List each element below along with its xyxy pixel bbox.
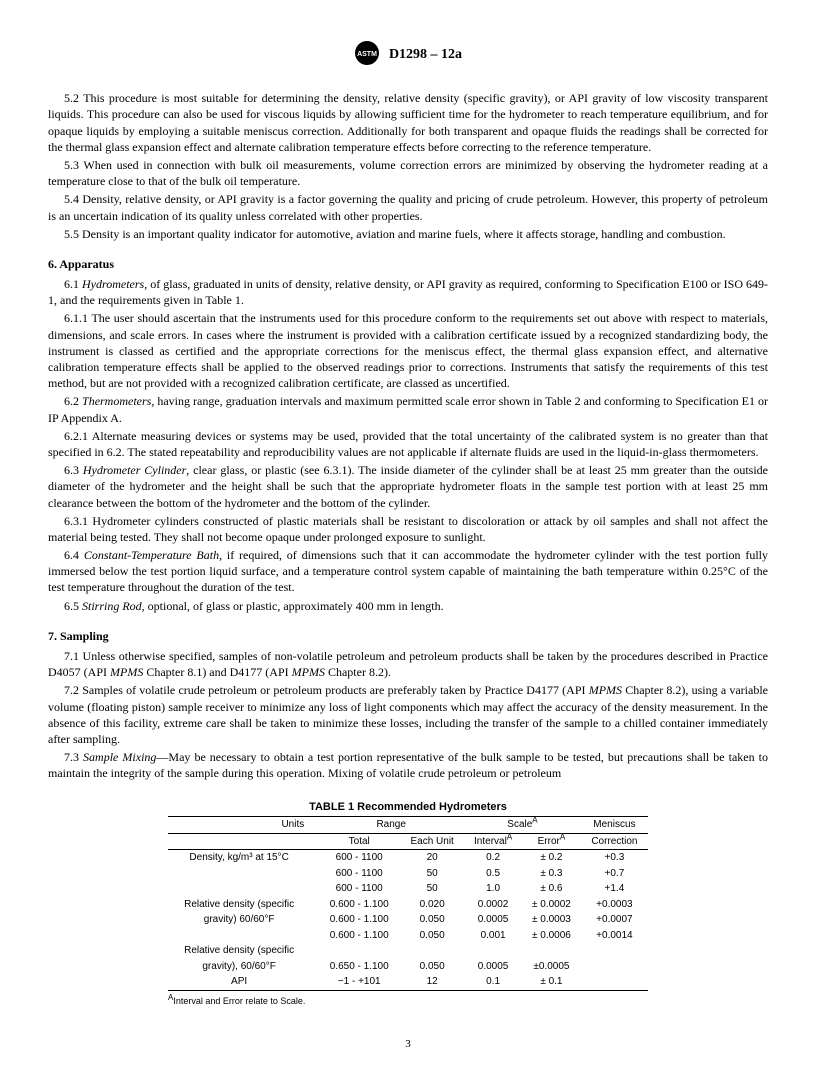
table-cell: 0.050 xyxy=(400,928,464,944)
table-row: Relative density (specific xyxy=(168,943,648,959)
table-cell xyxy=(168,928,318,944)
table-cell: Relative density (specific xyxy=(168,943,318,959)
table-cell xyxy=(464,943,522,959)
table-cell: 600 - 1100 xyxy=(318,850,400,866)
page-number: 3 xyxy=(48,1037,768,1052)
table-cell: 0.600 - 1.100 xyxy=(318,912,400,928)
th-correction: Correction xyxy=(581,833,648,850)
th-interval: IntervalA xyxy=(464,833,522,850)
para-6-2: 6.2 Thermometers, having range, graduati… xyxy=(48,393,768,425)
table-cell: Density, kg/m³ at 15°C xyxy=(168,850,318,866)
table-row: Relative density (specific0.600 - 1.1000… xyxy=(168,897,648,913)
table-row: API−1 - +101120.1± 0.1 xyxy=(168,974,648,990)
table-cell: gravity), 60/60°F xyxy=(168,959,318,975)
table-cell: 0.0005 xyxy=(464,959,522,975)
section-6-head: 6. Apparatus xyxy=(48,256,768,272)
th-total: Total xyxy=(318,833,400,850)
table-cell xyxy=(168,866,318,882)
table-cell: 0.050 xyxy=(400,959,464,975)
table-cell xyxy=(168,881,318,897)
table-row: 0.600 - 1.1000.0500.001± 0.0006+0.0014 xyxy=(168,928,648,944)
table-cell: 0.020 xyxy=(400,897,464,913)
table-cell: 0.050 xyxy=(400,912,464,928)
table-cell: gravity) 60/60°F xyxy=(168,912,318,928)
table-cell: 1.0 xyxy=(464,881,522,897)
table-cell: +0.7 xyxy=(581,866,648,882)
table-cell xyxy=(581,959,648,975)
para-6-3: 6.3 Hydrometer Cylinder, clear glass, or… xyxy=(48,462,768,511)
table-row: 600 - 1100500.5± 0.3+0.7 xyxy=(168,866,648,882)
table-row: gravity), 60/60°F0.650 - 1.1000.0500.000… xyxy=(168,959,648,975)
table-cell: ± 0.1 xyxy=(522,974,581,990)
th-units: Units xyxy=(168,817,318,834)
table-cell: 50 xyxy=(400,881,464,897)
para-5-5: 5.5 Density is an important quality indi… xyxy=(48,226,768,242)
table-cell xyxy=(400,943,464,959)
table-cell xyxy=(522,943,581,959)
table-cell: +0.0003 xyxy=(581,897,648,913)
para-5-3: 5.3 When used in connection with bulk oi… xyxy=(48,157,768,189)
table-cell: ± 0.0002 xyxy=(522,897,581,913)
table-cell: +0.3 xyxy=(581,850,648,866)
table-cell: 12 xyxy=(400,974,464,990)
table-cell: 0.650 - 1.100 xyxy=(318,959,400,975)
para-6-2-1: 6.2.1 Alternate measuring devices or sys… xyxy=(48,428,768,460)
table-cell: 0.600 - 1.100 xyxy=(318,897,400,913)
table-cell xyxy=(581,974,648,990)
table-cell xyxy=(318,943,400,959)
table-cell: 600 - 1100 xyxy=(318,866,400,882)
table-cell: 0.2 xyxy=(464,850,522,866)
para-5-4: 5.4 Density, relative density, or API gr… xyxy=(48,191,768,223)
table-cell: 600 - 1100 xyxy=(318,881,400,897)
th-error: ErrorA xyxy=(522,833,581,850)
table-cell xyxy=(581,943,648,959)
para-7-1: 7.1 Unless otherwise specified, samples … xyxy=(48,648,768,680)
para-7-2: 7.2 Samples of volatile crude petroleum … xyxy=(48,682,768,747)
table-1-footnote: AInterval and Error relate to Scale. xyxy=(168,995,648,1007)
table-cell: −1 - +101 xyxy=(318,974,400,990)
th-scale: ScaleA xyxy=(464,817,581,834)
table-1: TABLE 1 Recommended Hydrometers Units Ra… xyxy=(168,800,648,1007)
table-1-title: TABLE 1 Recommended Hydrometers xyxy=(168,800,648,815)
table-cell: ± 0.0003 xyxy=(522,912,581,928)
table-cell: 50 xyxy=(400,866,464,882)
table-cell: +1.4 xyxy=(581,881,648,897)
table-cell: API xyxy=(168,974,318,990)
para-5-2: 5.2 This procedure is most suitable for … xyxy=(48,90,768,155)
para-6-1: 6.1 Hydrometers, of glass, graduated in … xyxy=(48,276,768,308)
table-row: Density, kg/m³ at 15°C600 - 1100200.2± 0… xyxy=(168,850,648,866)
astm-logo: ASTM xyxy=(354,40,380,70)
table-row: 600 - 1100501.0± 0.6+1.4 xyxy=(168,881,648,897)
table-cell: 20 xyxy=(400,850,464,866)
table-cell: 0.1 xyxy=(464,974,522,990)
table-cell: 0.0005 xyxy=(464,912,522,928)
para-6-5: 6.5 Stirring Rod, optional, of glass or … xyxy=(48,598,768,614)
para-6-1-1: 6.1.1 The user should ascertain that the… xyxy=(48,310,768,391)
th-meniscus: Meniscus xyxy=(581,817,648,834)
table-cell: 0.0002 xyxy=(464,897,522,913)
table-row: gravity) 60/60°F0.600 - 1.1000.0500.0005… xyxy=(168,912,648,928)
table-1-body: Units Range ScaleA Meniscus Total Each U… xyxy=(168,816,648,991)
table-cell: 0.600 - 1.100 xyxy=(318,928,400,944)
section-7-head: 7. Sampling xyxy=(48,628,768,644)
table-cell: ± 0.6 xyxy=(522,881,581,897)
page-header: ASTM D1298 – 12a xyxy=(48,40,768,70)
para-6-3-1: 6.3.1 Hydrometer cylinders constructed o… xyxy=(48,513,768,545)
table-cell: ± 0.0006 xyxy=(522,928,581,944)
table-cell: +0.0014 xyxy=(581,928,648,944)
para-7-3: 7.3 Sample Mixing—May be necessary to ob… xyxy=(48,749,768,781)
table-cell: Relative density (specific xyxy=(168,897,318,913)
table-cell: 0.5 xyxy=(464,866,522,882)
th-each: Each Unit xyxy=(400,833,464,850)
table-cell: 0.001 xyxy=(464,928,522,944)
para-6-4: 6.4 Constant-Temperature Bath, if requir… xyxy=(48,547,768,596)
table-cell: ± 0.3 xyxy=(522,866,581,882)
svg-text:ASTM: ASTM xyxy=(357,51,377,58)
table-cell: +0.0007 xyxy=(581,912,648,928)
th-range: Range xyxy=(318,817,464,834)
doc-number: D1298 – 12a xyxy=(389,46,462,65)
table-cell: ±0.0005 xyxy=(522,959,581,975)
table-cell: ± 0.2 xyxy=(522,850,581,866)
